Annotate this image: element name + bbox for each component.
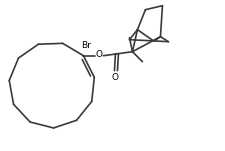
Text: O: O [96, 50, 103, 59]
Text: Br: Br [81, 41, 91, 50]
Text: O: O [112, 73, 119, 82]
